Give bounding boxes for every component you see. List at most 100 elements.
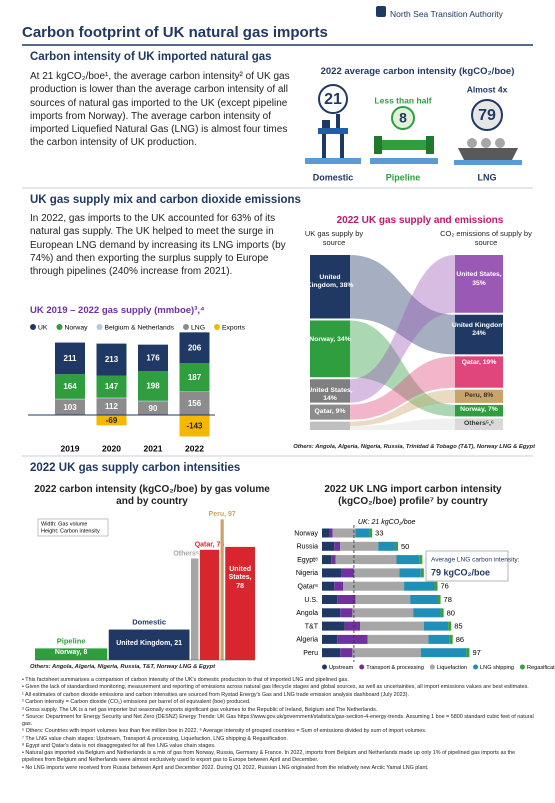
value-label: 147 (105, 382, 119, 391)
x-tick-label: 2022 (185, 443, 204, 453)
bar-segment (138, 400, 168, 402)
legend-label: UK (38, 324, 48, 331)
callout-box (425, 550, 509, 582)
paragraph: In 2022, gas imports to the UK accounted… (30, 213, 286, 278)
flow (350, 418, 455, 430)
node (455, 255, 503, 313)
node-label: Norway, 34% (309, 335, 351, 343)
bar-segment (138, 401, 168, 415)
legend-label: LNG shipping (480, 665, 514, 671)
total-label: 78 (444, 595, 452, 604)
ship-icon (454, 138, 522, 165)
legend-label: Liquefaction (437, 665, 467, 671)
column-title: UK gas supply by source (304, 229, 364, 247)
total-label: 80 (447, 608, 455, 617)
bar-segment (55, 399, 85, 415)
bar-segment (413, 608, 441, 618)
bar-segment (369, 528, 373, 538)
bar-segment (340, 608, 353, 618)
paragraph: At 21 kgCO₂/boe¹, the average carbon int… (30, 71, 290, 149)
value-label: 112 (105, 402, 118, 411)
bar-segment (322, 634, 338, 644)
value-circle (318, 84, 348, 114)
bar-segment (179, 332, 210, 364)
legend-label: Transport & processing (366, 665, 424, 671)
value-circle (391, 106, 415, 130)
bar-segment (138, 371, 168, 401)
node (310, 255, 350, 319)
callout-text: 79 kgCO₂/boe (431, 567, 490, 577)
footnote: • Natural gas imported via Belgium and N… (22, 750, 516, 764)
node (310, 320, 350, 378)
value-label: 90 (149, 404, 158, 413)
node-label: United States, 14% (307, 386, 353, 403)
node (455, 404, 503, 417)
chart-note: Others: Angola, Algeria, Nigeria, Russia… (293, 444, 535, 450)
item-label: LNG (478, 172, 497, 182)
total-label: 76 (441, 582, 449, 591)
platform-icon (305, 114, 361, 164)
bar-segment (396, 555, 420, 565)
chart-title: 2022 carbon intensity (kgCO₂/boe) by gas… (34, 484, 270, 507)
bar-segment (322, 608, 341, 618)
bar-segment (419, 555, 423, 565)
bar-segment (331, 555, 336, 565)
value: 8 (399, 110, 407, 126)
bar-segment (420, 568, 424, 578)
organisation: North Sea Transition Authority (390, 9, 503, 19)
bar-segment (322, 595, 338, 604)
bar-segment (322, 621, 345, 631)
bar-segment (96, 398, 127, 415)
value-label: 156 (188, 399, 202, 408)
node (455, 356, 503, 388)
bar-segment (353, 568, 400, 578)
key-text: Width: Gas volume (41, 521, 87, 527)
flow (350, 255, 455, 355)
bar-segment (55, 342, 85, 375)
y-tick-label: Peru (303, 650, 318, 657)
bar-segment (322, 541, 335, 551)
legend-label: Exports (222, 324, 246, 331)
bar-label: United States, 78 (228, 565, 252, 590)
flow (350, 356, 455, 420)
bar-segment (322, 568, 342, 578)
bar-segment (352, 648, 421, 658)
legend-marker (96, 324, 103, 330)
legend-marker (56, 324, 63, 330)
bar-label: Norway, 8 (54, 649, 88, 657)
node (310, 404, 350, 420)
legend-marker (30, 324, 36, 330)
legend-marker (429, 664, 435, 670)
group-label: Domestic (132, 618, 166, 627)
bar (199, 549, 220, 660)
node-label: United Kingdom, 38% (306, 273, 354, 290)
node-label: Qatar, 9% (314, 407, 346, 415)
footnote: ³ Gross supply. The UK is a net gas impo… (22, 706, 378, 713)
bar-segment (329, 528, 333, 538)
node-label: United Kingdom, 24% (451, 321, 507, 338)
footnote: • Given the lack of standardised monitor… (22, 684, 529, 691)
bar-label: Peru, 97 (209, 511, 236, 518)
footnote: ⁷ The LNG value chain stages: Upstream, … (22, 735, 288, 742)
legend-marker (359, 664, 365, 670)
bar (220, 519, 224, 660)
bar-segment (449, 634, 453, 644)
bar-segment (340, 648, 353, 658)
chart-note: Others: Angola, Algeria, Nigeria, Russia… (30, 664, 215, 670)
bar-segment (322, 648, 341, 658)
y-tick-label: Algeria (296, 637, 318, 644)
value-label: 211 (64, 354, 77, 363)
footnotes: • This factsheet summarises a comparison… (22, 677, 537, 772)
flow (350, 320, 455, 417)
bar-segment (322, 555, 332, 565)
bar-segment (322, 528, 330, 538)
bar-segment (434, 581, 438, 591)
node (310, 421, 350, 430)
footnote: • This factsheet summarises a comparison… (22, 677, 349, 683)
value: 21 (324, 91, 342, 108)
key-text: Height: Carbon intensity (41, 528, 100, 534)
footnote: ² Carbon intensity = Carbon dioxide (CO₂… (22, 699, 251, 706)
bar-segment (340, 541, 379, 551)
bar-segment (428, 634, 450, 644)
